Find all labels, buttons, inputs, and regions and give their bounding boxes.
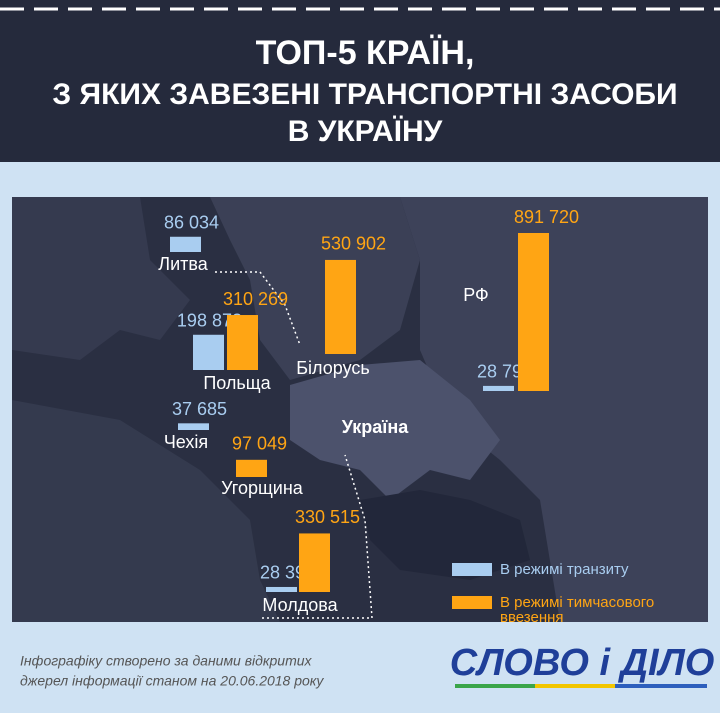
map	[12, 197, 708, 622]
legend-label: В режимі транзиту	[500, 561, 629, 578]
land	[400, 197, 708, 622]
bar	[325, 259, 356, 354]
value-label: 330 515	[295, 507, 360, 527]
title-line: В УКРАЇНУ	[288, 115, 443, 148]
footnote: Інфографіку створено за даними відкритих	[20, 653, 313, 669]
value-label: 86 034	[164, 213, 219, 233]
bar	[483, 385, 514, 391]
sea	[360, 490, 530, 580]
value-label: 530 902	[321, 234, 386, 254]
land	[12, 400, 280, 622]
title-line: ТОП-5 КРАЇН,	[256, 34, 475, 72]
value-label: 97 049	[232, 434, 287, 454]
header-bg	[0, 0, 720, 162]
country-label: Білорусь	[296, 358, 370, 378]
legend-swatch	[452, 596, 492, 609]
legend-swatch	[452, 563, 492, 576]
country-label: РФ	[463, 285, 489, 305]
land	[210, 197, 420, 380]
bar	[518, 233, 549, 391]
bar	[299, 533, 330, 592]
logo-stripe	[615, 684, 707, 688]
bar	[193, 334, 224, 370]
bar	[236, 459, 267, 477]
legend-label: В режимі тимчасового ввезення	[500, 594, 655, 626]
country-label: Молдова	[262, 595, 338, 615]
value-label: 37 685	[172, 399, 227, 419]
value-label: 198 872	[177, 311, 242, 331]
bar	[266, 586, 297, 592]
leader-line	[215, 271, 301, 346]
logo-stripe	[455, 684, 535, 688]
annotation: Україна	[342, 417, 409, 437]
value-label: 310 269	[223, 289, 288, 309]
leader-line	[262, 454, 373, 619]
bar	[170, 236, 201, 252]
bar	[178, 423, 209, 430]
title-line: З ЯКИХ ЗАВЕЗЕНІ ТРАНСПОРТНІ ЗАСОБИ	[52, 78, 677, 111]
bar	[227, 315, 258, 370]
value-label: 891 720	[514, 207, 579, 227]
country-label: Угорщина	[221, 478, 304, 498]
logo: СЛОВО і ДІЛО	[450, 642, 715, 684]
ukraine	[290, 360, 500, 500]
logo-stripe	[535, 684, 615, 688]
country-label: Чехія	[164, 432, 208, 452]
land	[12, 197, 190, 360]
footnote: джерел інформації станом на 20.06.2018 р…	[20, 673, 324, 689]
country-label: Польща	[203, 373, 271, 393]
country-label: Литва	[158, 254, 208, 274]
